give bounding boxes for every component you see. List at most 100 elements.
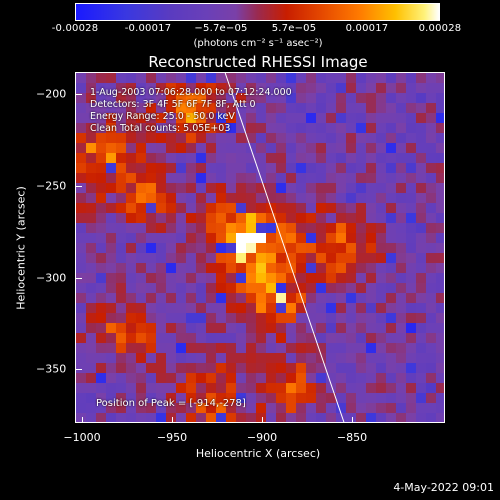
heatmap-cell xyxy=(246,123,256,133)
heatmap-cell xyxy=(136,133,146,143)
heatmap-cell xyxy=(136,203,146,213)
heatmap-cell xyxy=(146,123,156,133)
heatmap-cell xyxy=(126,243,136,253)
heatmap-cell xyxy=(186,203,196,213)
heatmap-cell xyxy=(226,323,236,333)
heatmap-cell xyxy=(256,313,266,323)
heatmap-cell xyxy=(136,323,146,333)
heatmap-cell xyxy=(86,253,96,263)
heatmap-image xyxy=(76,73,444,422)
heatmap-cell xyxy=(406,323,416,333)
heatmap-cell xyxy=(236,233,246,243)
heatmap-cell xyxy=(216,363,226,373)
heatmap-cell xyxy=(346,213,356,223)
heatmap-cell xyxy=(186,363,196,373)
heatmap-cell xyxy=(226,243,236,253)
heatmap-cell xyxy=(436,313,444,323)
heatmap-cell xyxy=(86,103,96,113)
heatmap-cell xyxy=(186,323,196,333)
heatmap-cell xyxy=(216,403,226,413)
heatmap-cell xyxy=(166,323,176,333)
heatmap-cell xyxy=(206,303,216,313)
heatmap-cell xyxy=(246,163,256,173)
heatmap-cell xyxy=(296,253,306,263)
heatmap-cell xyxy=(286,273,296,283)
heatmap-cell xyxy=(126,183,136,193)
heatmap-cell xyxy=(106,303,116,313)
heatmap-cell xyxy=(266,343,276,353)
heatmap-cell xyxy=(196,363,206,373)
heatmap-cell xyxy=(196,213,206,223)
heatmap-cell xyxy=(346,183,356,193)
heatmap-cell xyxy=(326,143,336,153)
heatmap-cell xyxy=(406,373,416,383)
heatmap-cell xyxy=(126,313,136,323)
heatmap-cell xyxy=(346,253,356,263)
heatmap-cell xyxy=(296,323,306,333)
y-axis-label: Heliocentric Y (arcsec) xyxy=(14,186,28,310)
heatmap-cell xyxy=(156,373,166,383)
heatmap-cell xyxy=(246,233,256,243)
heatmap-cell xyxy=(106,293,116,303)
heatmap-cell xyxy=(296,263,306,273)
heatmap-cell xyxy=(316,103,326,113)
heatmap-cell xyxy=(296,393,306,403)
heatmap-cell xyxy=(216,373,226,383)
heatmap-cell xyxy=(426,183,436,193)
heatmap-cell xyxy=(356,183,366,193)
heatmap-cell xyxy=(146,373,156,383)
heatmap-cell xyxy=(156,403,166,413)
heatmap-cell xyxy=(236,403,246,413)
heatmap-cell xyxy=(316,163,326,173)
heatmap-cell xyxy=(296,213,306,223)
heatmap-cell xyxy=(346,263,356,273)
heatmap-cell xyxy=(266,143,276,153)
heatmap-cell xyxy=(256,383,266,393)
heatmap-cell xyxy=(186,233,196,243)
heatmap-cell xyxy=(236,263,246,273)
heatmap-cell xyxy=(406,313,416,323)
heatmap-cell xyxy=(136,373,146,383)
colorbar-tick: -0.00017 xyxy=(124,23,172,34)
heatmap-cell xyxy=(386,393,396,403)
heatmap-cell xyxy=(416,253,426,263)
heatmap-cell xyxy=(346,83,356,93)
heatmap-cell xyxy=(176,143,186,153)
y-tick-label: −200 xyxy=(36,87,67,101)
heatmap-cell xyxy=(336,113,346,123)
heatmap-cell xyxy=(416,413,426,422)
heatmap-cell xyxy=(266,153,276,163)
heatmap-cell xyxy=(206,253,216,263)
heatmap-cell xyxy=(146,83,156,93)
heatmap-cell xyxy=(266,243,276,253)
heatmap-cell xyxy=(326,183,336,193)
heatmap-cell xyxy=(146,413,156,422)
heatmap-cell xyxy=(296,283,306,293)
heatmap-cell xyxy=(206,243,216,253)
heatmap-cell xyxy=(346,103,356,113)
heatmap-cell xyxy=(316,343,326,353)
heatmap-cell xyxy=(106,173,116,183)
heatmap-cell xyxy=(306,403,316,413)
heatmap-cell xyxy=(216,253,226,263)
heatmap-cell xyxy=(196,243,206,253)
heatmap-cell xyxy=(416,363,426,373)
heatmap-cell xyxy=(246,263,256,273)
heatmap-cell xyxy=(346,193,356,203)
heatmap-cell xyxy=(366,333,376,343)
heatmap-cell xyxy=(276,293,286,303)
heatmap-cell xyxy=(376,273,386,283)
heatmap-cell xyxy=(426,133,436,143)
heatmap-cell xyxy=(286,363,296,373)
heatmap-cell xyxy=(156,133,166,143)
heatmap-cell xyxy=(126,333,136,343)
heatmap-cell xyxy=(86,83,96,93)
heatmap-cell xyxy=(126,283,136,293)
heatmap-cell xyxy=(196,303,206,313)
heatmap-cell xyxy=(266,293,276,303)
heatmap-cell xyxy=(366,93,376,103)
heatmap-cell xyxy=(86,123,96,133)
heatmap-cell xyxy=(296,203,306,213)
heatmap-cell xyxy=(216,353,226,363)
heatmap-cells xyxy=(76,73,444,422)
